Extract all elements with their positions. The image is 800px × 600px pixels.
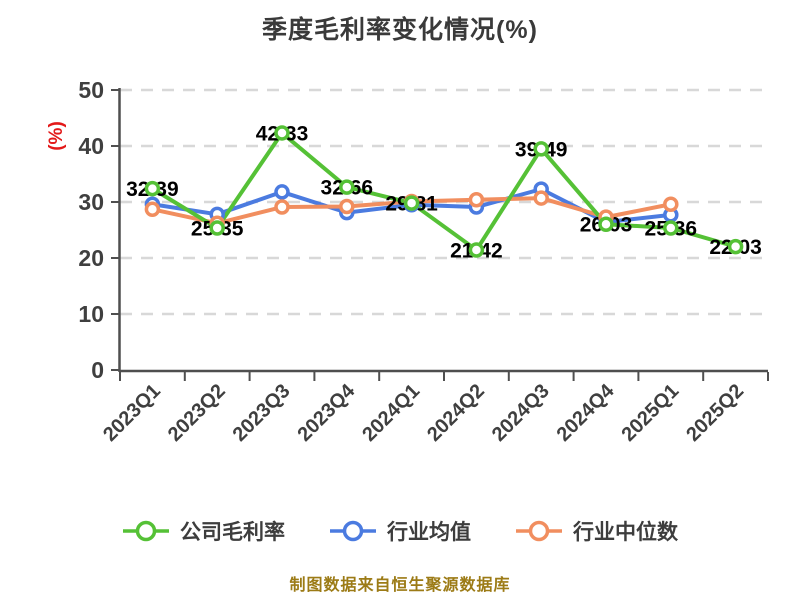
line-circle-marker-icon [330,520,376,542]
x-axis-tick-label: 2025Q1 [617,380,683,446]
y-axis-tick-label: 40 [78,133,104,159]
y-axis-title: (%) [46,121,67,151]
line-circle-marker-icon [516,520,562,542]
data-point-marker[interactable] [144,201,161,218]
legend-item-industry-median[interactable]: 行业中位数 [515,516,678,546]
x-axis-tick-label: 2024Q1 [358,380,424,446]
data-point-marker[interactable] [468,192,485,208]
x-axis-tick-label: 2024Q4 [553,379,620,446]
legend-label: 行业均值 [387,521,471,544]
y-axis-tick-label: 20 [78,245,104,271]
x-axis-tick-label: 2023Q2 [164,380,230,446]
chart-canvas: 010203040502023Q12023Q22023Q32023Q42024Q… [46,77,769,446]
legend: 公司毛利率 行业均值 行业中位数 [0,516,800,546]
data-point-marker[interactable] [533,141,549,157]
data-point-marker[interactable] [274,184,290,200]
line-circle-marker-icon [123,520,169,542]
series-line-1 [150,130,738,253]
x-axis-tick-label: 2023Q1 [99,380,165,446]
data-point-marker[interactable] [209,220,225,236]
data-point-marker[interactable] [727,238,744,255]
y-axis-tick-label: 0 [91,357,104,383]
x-axis-tick-label: 2023Q4 [293,379,360,446]
chart-title: 季度毛利率变化情况(%) [262,16,538,44]
y-axis-tick-label: 10 [78,301,104,327]
y-axis-tick-label: 30 [78,189,104,215]
x-axis-tick-label: 2024Q3 [488,380,554,446]
data-point-marker[interactable] [274,199,290,215]
data-point-marker[interactable] [663,196,679,212]
data-point-marker[interactable] [403,195,420,211]
legend-label: 公司毛利率 [180,521,285,544]
data-point-marker[interactable] [339,198,355,215]
y-axis-tick-label: 50 [78,77,104,103]
data-source-note: 制图数据来自恒生聚源数据库 [289,577,511,594]
x-axis-tick-label: 2025Q2 [682,380,748,446]
data-point-marker[interactable] [274,125,290,141]
data-point-marker[interactable] [144,180,161,197]
legend-item-industry-mean[interactable]: 行业均值 [329,516,471,546]
legend-label: 行业中位数 [573,521,678,544]
x-axis-tick-label: 2023Q3 [229,380,295,446]
data-point-marker[interactable] [598,216,614,232]
data-point-marker[interactable] [468,242,485,258]
data-point-marker[interactable] [339,179,355,195]
x-axis-tick-label: 2024Q2 [423,380,489,446]
data-point-marker[interactable] [533,190,549,206]
legend-item-company-margin[interactable]: 公司毛利率 [122,516,285,546]
data-point-marker[interactable] [663,220,679,236]
